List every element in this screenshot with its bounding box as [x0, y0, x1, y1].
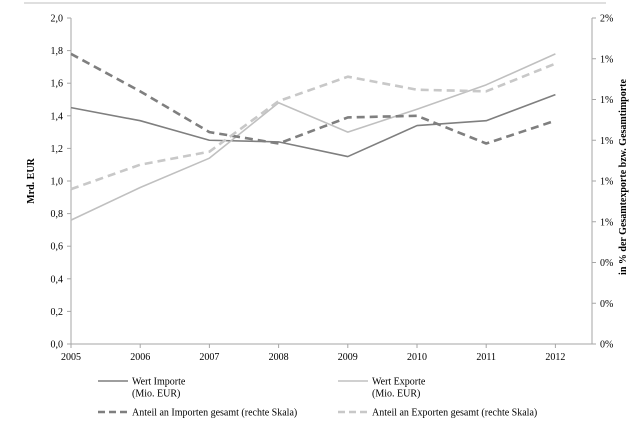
series-1-point: [139, 119, 141, 121]
series-1-point: [416, 124, 418, 126]
series-3-point: [554, 119, 556, 121]
series-3-point: [208, 131, 210, 133]
series-2-point: [70, 219, 72, 221]
legend-label-2: Wert Exporte (Mio. EUR): [372, 377, 426, 400]
y2-tick-label: 1%: [600, 54, 613, 65]
series-3-point: [416, 115, 418, 117]
series-4-point: [70, 188, 72, 190]
x-tick-label: 2007: [199, 352, 219, 363]
series-2-point: [485, 84, 487, 86]
y2-tick-label: 0%: [600, 299, 613, 310]
x-tick-label: 2011: [476, 352, 496, 363]
y2-tick-label: 2%: [600, 14, 613, 25]
y-tick-label: 1,6: [51, 79, 64, 90]
series-3-point: [70, 53, 72, 55]
series-1-point: [485, 119, 487, 121]
x-tick-label: 2006: [130, 352, 150, 363]
series-3-point: [485, 142, 487, 144]
series-4-point: [554, 62, 556, 64]
series-2-point: [139, 186, 141, 188]
series-4-point: [139, 164, 141, 166]
series-1-point: [347, 155, 349, 157]
series-line-4: [70, 62, 556, 191]
y-tick-label: 0,8: [51, 209, 64, 220]
y-tick-label: 0,6: [51, 242, 64, 253]
y-tick-label: 0,2: [51, 307, 64, 318]
series-2-point: [554, 53, 556, 55]
series-1-point: [554, 93, 556, 95]
legend-label-4: Anteil an Exporten gesamt (rechte Skala): [372, 408, 537, 419]
x-tick-label: 2005: [61, 352, 81, 363]
y2-tick-label: 0%: [600, 258, 613, 269]
series-line-1: [70, 93, 556, 158]
axes: 0,0 0,2 0,4 0,6 0,8 1,0 1,2 1,4 1,6 1,8 2,0 0% 0% 0% 1…: [24, 2, 629, 363]
series-4-point: [208, 150, 210, 152]
series-2-point: [347, 131, 349, 133]
legend: Wert Importe (Mio. EUR) Wert Exporte (Mio. …: [98, 377, 537, 419]
series-2-point: [416, 108, 418, 110]
y-axis-title: Mrd. EUR: [26, 157, 37, 203]
y-tick-label: 2,0: [51, 14, 64, 25]
series-4-point: [277, 100, 279, 102]
y2-tick-label: 0%: [600, 340, 613, 351]
series-line-3: [70, 52, 556, 145]
series-layer: [70, 52, 556, 221]
series-3-point: [347, 116, 349, 118]
x-tick-label: 2012: [545, 352, 565, 363]
y2-tick-label: 1%: [600, 177, 613, 188]
series-3-point: [139, 90, 141, 92]
y-tick-label: 1,0: [51, 177, 64, 188]
series-1-point: [208, 139, 210, 141]
x-tick-label: 2008: [269, 352, 289, 363]
series-3-point: [277, 142, 279, 144]
y2-tick-label: 1%: [600, 136, 613, 147]
y2-tick-label: 1%: [600, 217, 613, 228]
y-tick-label: 0,4: [51, 274, 64, 285]
y2-tick-label: 1%: [600, 95, 613, 106]
x-tick-label: 2009: [338, 352, 358, 363]
series-4-point: [416, 89, 418, 91]
y-tick-label: 1,8: [51, 46, 64, 57]
y-tick-label: 1,4: [51, 111, 64, 122]
x-tick-label: 2010: [407, 352, 427, 363]
y-tick-label: 0,0: [51, 340, 64, 351]
series-4-point: [347, 75, 349, 77]
series-4-point: [485, 90, 487, 92]
series-line-2: [70, 53, 556, 221]
legend-label-1: Wert Importe (Mio. EUR): [132, 377, 186, 400]
legend-label-3: Anteil an Importen gesamt (rechte Skala): [132, 408, 297, 419]
series-1-point: [70, 106, 72, 108]
y2-axis-title: in % der Gesamtexporte bzw. Gesamtimport…: [618, 78, 629, 274]
y-tick-label: 1,2: [51, 144, 64, 155]
series-2-point: [208, 157, 210, 159]
